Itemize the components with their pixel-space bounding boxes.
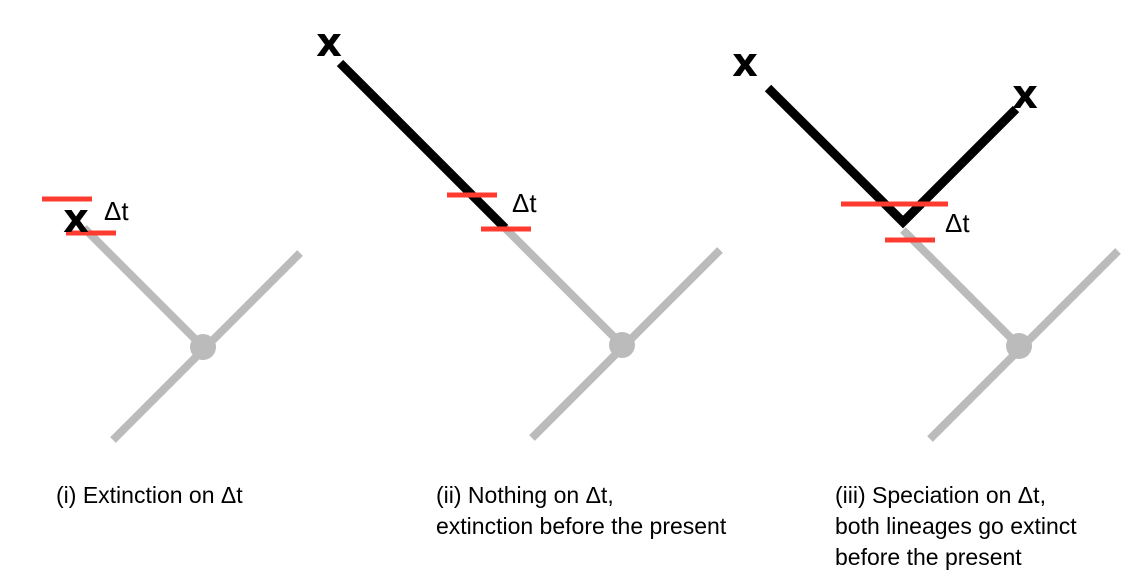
panel-1-caption: (i) Extinction on Δt xyxy=(56,480,243,511)
panel-2-surviving-lineage xyxy=(336,59,509,232)
panel-1-past-tree xyxy=(81,225,303,443)
panel-3-caption: (iii) Speciation on Δt, both lineages go… xyxy=(835,480,1077,573)
panel-3-caption-line: (iii) Speciation on Δt, xyxy=(835,482,1046,508)
panel-3-extinction-mark-right: x xyxy=(1012,72,1038,118)
panel-1-delta-label: Δt xyxy=(104,196,129,226)
panel-1-tree-branch-focal xyxy=(81,225,206,350)
panel-2-caption-line: extinction before the present xyxy=(436,513,727,539)
panel-3-tree-branch-focal xyxy=(900,227,1022,349)
panel-2: x Δt xyxy=(316,20,723,441)
panel-3: x x Δt xyxy=(732,40,1121,442)
panel-2-tree-node xyxy=(609,332,635,358)
panel-2-caption: (ii) Nothing on Δt, extinction before th… xyxy=(436,480,726,542)
panel-2-caption-line: (ii) Nothing on Δt, xyxy=(436,482,614,508)
panel-2-extinction-mark: x xyxy=(316,20,342,66)
panel-1-extinction-mark: x xyxy=(63,196,89,242)
panel-3-past-tree xyxy=(900,227,1121,442)
panel-3-daughter-lineages xyxy=(764,84,1020,229)
panel-3-caption-line: before the present xyxy=(835,544,1022,570)
panel-1-tree-node xyxy=(190,334,216,360)
panel-1-caption-line: (i) Extinction on Δt xyxy=(56,482,243,508)
panel-3-delta-label: Δt xyxy=(945,208,970,238)
panel-2-delta-label: Δt xyxy=(512,188,537,218)
panel-2-past-tree xyxy=(502,225,723,441)
panel-3-caption-line: both lineages go extinct xyxy=(835,513,1077,539)
panel-1: x Δt xyxy=(42,196,303,443)
panel-3-extinction-mark-left: x xyxy=(732,40,758,86)
panel-2-tree-branch-focal xyxy=(502,225,625,348)
panel-3-tree-node xyxy=(1006,333,1032,359)
